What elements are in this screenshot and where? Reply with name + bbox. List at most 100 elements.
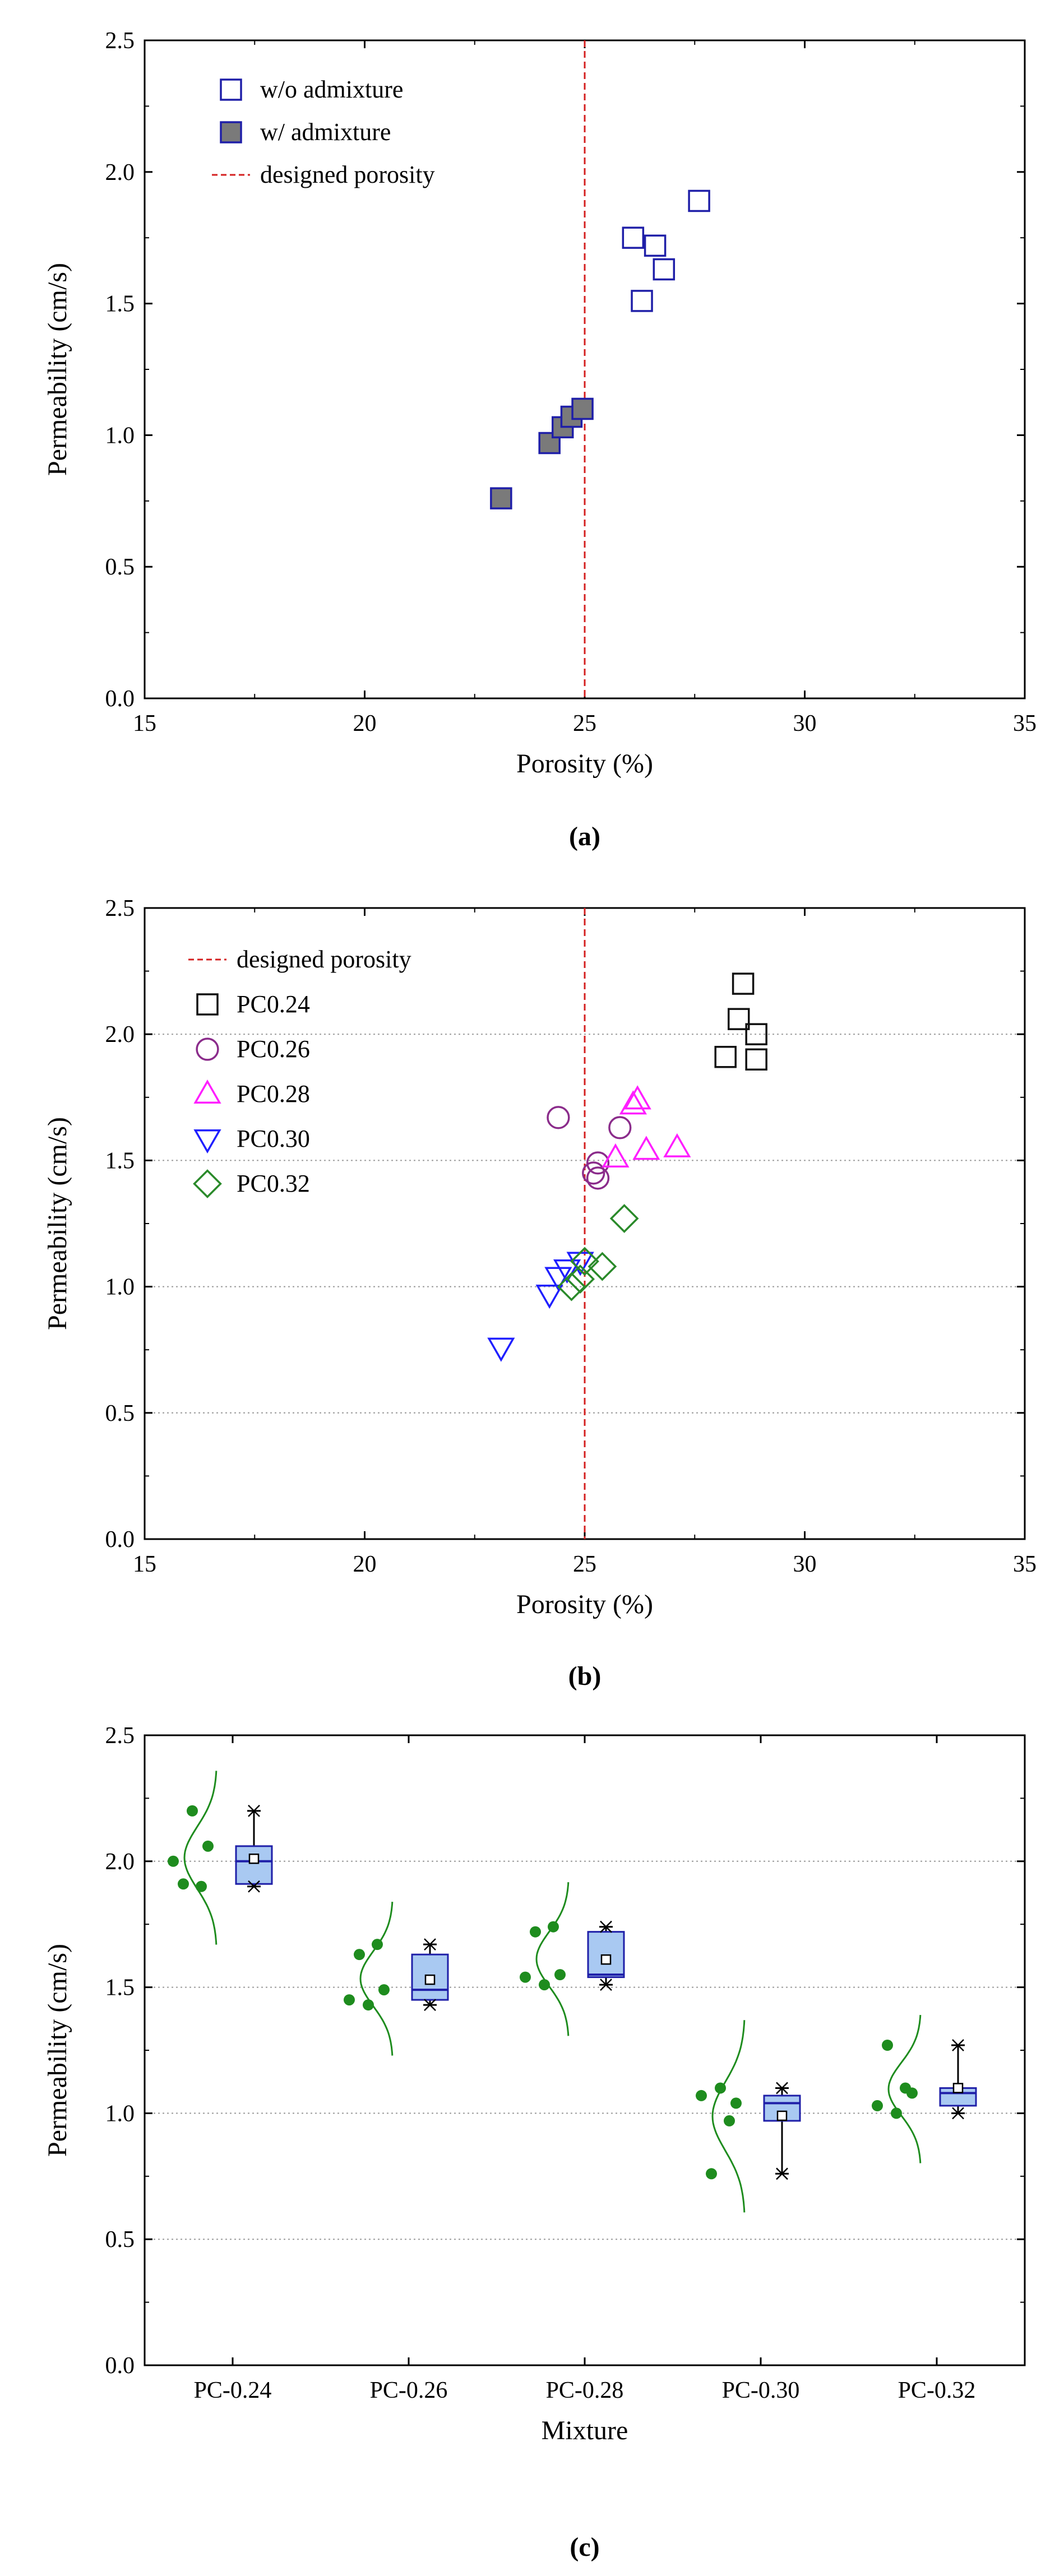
raw-data-point xyxy=(730,2097,742,2109)
min-marker xyxy=(248,1880,260,1893)
panel-label: (a) xyxy=(569,822,600,851)
series-pc0-28 xyxy=(602,1085,691,1167)
min-marker xyxy=(776,2167,788,2180)
legend-swatch xyxy=(220,121,242,143)
data-point xyxy=(631,290,653,312)
x-tick-label: 25 xyxy=(573,711,596,736)
x-tick-label: 20 xyxy=(353,1551,377,1577)
x-tick-label: 35 xyxy=(1013,1551,1037,1577)
panel-label: (b) xyxy=(568,1661,602,1691)
y-tick-label: 0.0 xyxy=(105,1527,135,1553)
data-point xyxy=(632,1136,660,1160)
x-tick-label: PC-0.30 xyxy=(722,2378,800,2403)
data-point xyxy=(587,1252,617,1281)
group-pc-0-28: PC-0.28 xyxy=(520,1735,625,2403)
y-axis-label: Permeability (cm/s) xyxy=(43,1944,72,2157)
max-marker xyxy=(952,2039,964,2051)
data-point xyxy=(728,1008,750,1030)
legend-label: designed porosity xyxy=(237,946,411,973)
data-point xyxy=(586,1151,610,1175)
series-pc0-32 xyxy=(557,1204,639,1301)
y-tick-label: 2.5 xyxy=(105,28,135,54)
distribution-curve xyxy=(535,1882,570,2036)
max-marker xyxy=(776,2082,788,2095)
series-w-o-admixture xyxy=(622,189,710,312)
series-w-admixture xyxy=(490,397,594,509)
data-point xyxy=(688,189,710,212)
data-point xyxy=(609,1204,639,1233)
data-point xyxy=(487,1337,515,1362)
x-axis-label: Porosity (%) xyxy=(516,749,653,779)
legend-label: w/o admixture xyxy=(260,76,403,103)
max-marker xyxy=(600,1920,612,1933)
legend-swatch xyxy=(196,993,219,1016)
data-point xyxy=(745,1023,767,1045)
mean-marker xyxy=(248,1854,260,1864)
min-marker xyxy=(424,1999,436,2011)
data-point xyxy=(644,234,667,257)
data-point xyxy=(535,1285,563,1309)
y-tick-label: 0.0 xyxy=(105,686,135,712)
data-point xyxy=(732,972,755,995)
max-marker xyxy=(248,1804,260,1817)
x-tick-label: 35 xyxy=(1013,711,1037,736)
data-point xyxy=(570,1247,599,1276)
raw-data-point xyxy=(539,1979,550,1991)
legend-swatch xyxy=(196,1037,219,1061)
y-axis-label: Permeability (cm/s) xyxy=(43,1117,72,1330)
y-axis-label: Permeability (cm/s) xyxy=(43,263,72,476)
y-tick-label: 1.0 xyxy=(105,423,135,448)
x-tick-label: 30 xyxy=(793,1551,817,1577)
y-tick-label: 2.5 xyxy=(105,896,135,921)
raw-data-point xyxy=(202,1840,214,1852)
x-tick-label: 20 xyxy=(353,711,377,736)
data-point xyxy=(571,397,594,420)
raw-data-point xyxy=(178,1878,189,1890)
legend-label: PC0.30 xyxy=(237,1125,310,1152)
y-tick-label: 1.5 xyxy=(105,1975,135,2001)
series-pc0-26 xyxy=(547,1106,632,1190)
panel-b-scatter-chart: 0.0 0.5 1.0 1.5 2.0 2.5 15 20 25 30 35 Porosity (%)… xyxy=(43,896,1037,1691)
data-point xyxy=(602,1143,630,1167)
x-tick-label: 25 xyxy=(573,1551,596,1577)
panel-c-box-chart: 0.0 0.5 1.0 1.5 2.0 2.5 PC-0.24 PC-0.26 PC-0.28 P… xyxy=(43,1723,1026,2562)
legend-label: PC0.26 xyxy=(237,1035,310,1063)
raw-data-point xyxy=(906,2087,918,2099)
data-point xyxy=(547,1106,570,1129)
group-pc-0-26: PC-0.26 xyxy=(344,1735,449,2403)
raw-data-point xyxy=(344,1994,355,2006)
data-point xyxy=(622,226,645,249)
raw-data-point xyxy=(696,2089,707,2101)
y-tick-label: 2.0 xyxy=(105,160,135,186)
y-tick-label: 2.0 xyxy=(105,1022,135,1048)
data-point xyxy=(608,1116,632,1139)
legend: w/o admixture w/ admixture designed porosi… xyxy=(212,76,435,188)
raw-data-point xyxy=(378,1984,390,1996)
x-tick-label: 15 xyxy=(133,1551,156,1577)
y-tick-label: 1.0 xyxy=(105,2101,135,2126)
raw-data-point xyxy=(554,1969,566,1981)
x-tick-label: PC-0.28 xyxy=(546,2378,624,2403)
distribution-curve xyxy=(887,2014,922,2163)
data-point xyxy=(623,1085,651,1110)
panel-a-scatter-chart: 0.0 0.5 1.0 1.5 2.0 2.5 15 20 25 30 35 Porosity (%)… xyxy=(43,28,1037,851)
data-point xyxy=(663,1133,691,1157)
x-axis-label: Mixture xyxy=(542,2416,628,2445)
y-tick-label: 0.5 xyxy=(105,2227,135,2253)
y-tick-label: 0.0 xyxy=(105,2353,135,2379)
distribution-curve xyxy=(711,2020,746,2213)
plot-frame xyxy=(144,1734,1026,2366)
legend-swatch xyxy=(193,1079,221,1104)
raw-data-point xyxy=(706,2168,717,2180)
mean-marker xyxy=(424,1974,436,1985)
data-point xyxy=(544,1267,572,1291)
raw-data-point xyxy=(168,1855,179,1867)
legend-label: designed porosity xyxy=(260,161,435,188)
distribution-curve xyxy=(359,1902,394,2056)
data-point xyxy=(714,1045,737,1068)
x-tick-label: PC-0.32 xyxy=(898,2378,976,2403)
data-point xyxy=(490,487,512,509)
mean-marker xyxy=(776,2110,788,2121)
raw-data-point xyxy=(872,2100,883,2111)
raw-data-point xyxy=(891,2107,902,2119)
